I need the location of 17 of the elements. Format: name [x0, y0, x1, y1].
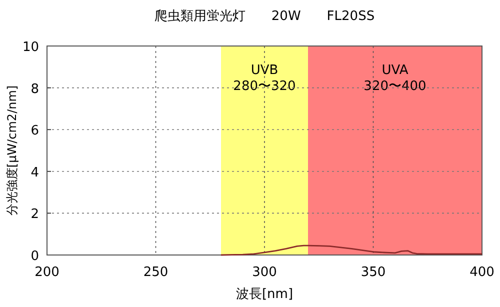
band-label: UVA 320〜400: [364, 63, 426, 94]
x-tick-label: 300: [252, 265, 277, 280]
y-tick-label: 4: [30, 165, 39, 180]
x-tick-label: 350: [360, 265, 386, 280]
y-tick-label: 0: [30, 249, 39, 264]
x-tick-label: 400: [470, 265, 494, 280]
x-tick-label: 250: [143, 265, 168, 280]
chart-title: 爬虫類用蛍光灯 20W FL20SS: [154, 9, 375, 24]
x-axis-title: 波長[nm]: [236, 287, 294, 302]
band-label: UVB 280〜320: [233, 63, 296, 94]
y-tick-label: 2: [30, 207, 39, 222]
x-tick-label: 200: [34, 265, 60, 280]
y-tick-label: 10: [22, 40, 39, 55]
y-tick-label: 6: [30, 124, 39, 139]
y-axis-title: 分光強度[μW/cm2/nm]: [5, 85, 19, 216]
line-series: [220, 244, 483, 256]
y-tick-label: 8: [30, 82, 39, 97]
